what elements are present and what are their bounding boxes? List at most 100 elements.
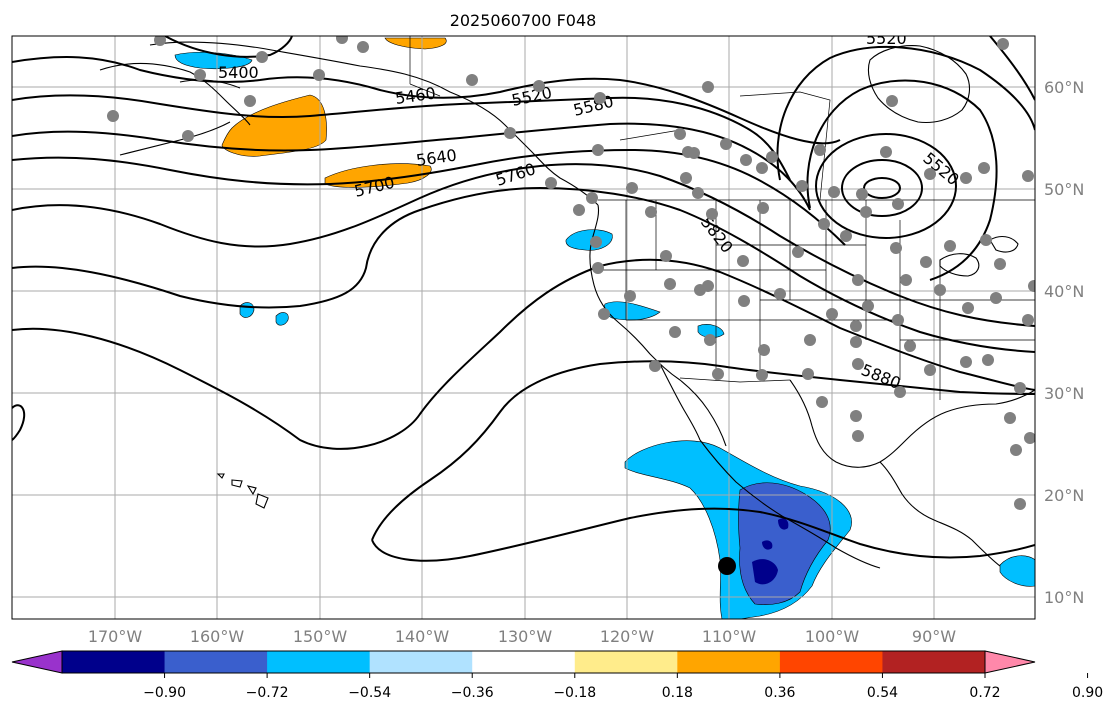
station-marker xyxy=(194,69,206,81)
station-marker xyxy=(904,340,916,352)
station-marker xyxy=(704,334,716,346)
station-marker xyxy=(1028,280,1035,292)
station-marker xyxy=(792,246,804,258)
lat-label: 30°N xyxy=(1044,384,1084,403)
station-marker xyxy=(960,172,972,184)
station-marker xyxy=(533,80,545,92)
lat-label: 20°N xyxy=(1044,486,1084,505)
station-marker xyxy=(1004,412,1016,424)
station-marker xyxy=(154,36,166,46)
colorbar-segment xyxy=(985,651,1035,673)
negative-anomaly-mexico-peak2 xyxy=(778,518,789,530)
colorbar-tick-label: 0.36 xyxy=(764,685,795,701)
station-marker xyxy=(1014,498,1026,510)
station-marker xyxy=(852,358,864,370)
lat-label: 50°N xyxy=(1044,180,1084,199)
negative-anomaly-caribbean xyxy=(999,555,1035,587)
station-marker xyxy=(598,308,610,320)
colorbar-segment xyxy=(882,651,986,673)
colorbar-tick-label: 0.72 xyxy=(969,685,1000,701)
colorbar-segment xyxy=(574,651,678,673)
lon-label: 90°W xyxy=(912,627,956,646)
colorbar-segment xyxy=(677,651,781,673)
positive-anomaly-north xyxy=(384,37,447,50)
station-marker xyxy=(182,130,194,142)
station-marker xyxy=(1014,382,1026,394)
colorbar-tick-label: −0.18 xyxy=(553,685,596,701)
station-marker xyxy=(660,250,672,262)
station-marker xyxy=(862,300,874,312)
station-marker xyxy=(997,38,1009,50)
station-marker xyxy=(856,188,868,200)
station-marker xyxy=(702,81,714,93)
station-marker xyxy=(796,180,808,192)
lon-label: 160°W xyxy=(190,627,245,646)
positive-anomaly-gulf xyxy=(324,163,432,188)
anomaly-fills xyxy=(174,37,1035,619)
station-marker xyxy=(818,218,830,230)
station-marker xyxy=(994,258,1006,270)
station-marker xyxy=(766,151,778,163)
station-marker xyxy=(244,95,256,107)
station-marker xyxy=(982,354,994,366)
map-title: 2025060700 F048 xyxy=(450,11,597,30)
station-marker xyxy=(720,138,732,150)
station-marker xyxy=(900,274,912,286)
station-marker xyxy=(357,41,369,53)
colorbar-tick-label: 0.54 xyxy=(867,685,898,701)
negative-anomaly-arizona xyxy=(697,324,725,338)
station-marker xyxy=(960,356,972,368)
station-marker xyxy=(594,92,606,104)
lon-label: 120°W xyxy=(600,627,655,646)
latitude-labels: 60°N 50°N 40°N 30°N 20°N 10°N xyxy=(1044,78,1084,607)
station-marker xyxy=(624,290,636,302)
contour-label: 5520 xyxy=(866,29,907,48)
station-marker xyxy=(590,236,602,248)
negative-anomaly-mexico-peak1 xyxy=(752,559,778,585)
contour-label: 5400 xyxy=(218,63,259,82)
lon-label: 100°W xyxy=(805,627,860,646)
map-panel: 5400 5460 5520 5580 5640 5700 5760 5820 … xyxy=(12,29,1035,619)
station-marker xyxy=(892,314,904,326)
height-contours xyxy=(12,36,1035,562)
storm-center-marker xyxy=(718,557,736,575)
station-marker xyxy=(592,144,604,156)
station-marker xyxy=(1022,170,1034,182)
lon-label: 150°W xyxy=(293,627,348,646)
station-marker xyxy=(592,262,604,274)
station-marker xyxy=(886,95,898,107)
station-marker xyxy=(980,234,992,246)
map-frame xyxy=(11,35,1036,620)
colorbar-segment xyxy=(472,651,576,673)
station-marker xyxy=(924,364,936,376)
station-marker xyxy=(990,292,1002,304)
station-marker xyxy=(802,368,814,380)
station-marker xyxy=(738,295,750,307)
station-marker xyxy=(573,204,585,216)
station-marker xyxy=(850,410,862,422)
station-marker xyxy=(962,302,974,314)
station-marker xyxy=(894,386,906,398)
station-marker xyxy=(850,336,862,348)
station-marker xyxy=(466,74,478,86)
station-marker xyxy=(757,202,769,214)
station-marker xyxy=(852,430,864,442)
station-marker xyxy=(680,172,692,184)
colorbar-tick-label: −0.54 xyxy=(348,685,391,701)
colorbar-tick-label: −0.72 xyxy=(246,685,289,701)
station-marker xyxy=(107,110,119,122)
station-marker xyxy=(336,36,348,44)
station-marker xyxy=(1010,444,1022,456)
colorbar-extend-high xyxy=(984,650,1036,674)
lat-label: 10°N xyxy=(1044,588,1084,607)
negative-anomaly-islands-b xyxy=(275,312,289,326)
lon-label: 140°W xyxy=(395,627,450,646)
station-marker xyxy=(826,308,838,320)
station-marker xyxy=(774,288,786,300)
station-marker xyxy=(664,278,676,290)
station-marker xyxy=(850,320,862,332)
station-marker xyxy=(1022,314,1034,326)
colorbar-segment xyxy=(267,651,371,673)
station-marker xyxy=(840,230,852,242)
colorbar-segment xyxy=(62,651,166,673)
